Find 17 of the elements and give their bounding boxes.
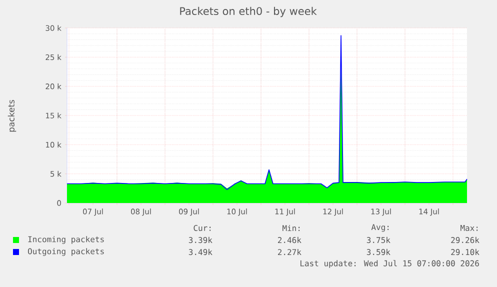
text: 3.59k [366, 248, 390, 256]
chart-title: Packets on eth0 - by week [180, 6, 317, 18]
text: Min: [282, 224, 300, 232]
text: Cur: [194, 224, 211, 232]
text: 3.39k [188, 236, 212, 244]
y-axis-title: packets [8, 100, 16, 132]
legend-label: Outgoing packets [28, 248, 104, 256]
text: Max: [460, 225, 478, 231]
text: 2.27k [278, 248, 302, 256]
legend-label: Incoming packets [28, 236, 104, 244]
text: 29.10k [451, 248, 480, 256]
text: Avg: [371, 224, 389, 232]
text: 3.49k [188, 248, 212, 256]
text: Last update: Wed Jul 15 07:00:00 2026 [300, 260, 479, 268]
text: 2.46k [278, 236, 302, 244]
text: 3.75k [366, 236, 390, 244]
text: 29.26k [451, 236, 480, 244]
